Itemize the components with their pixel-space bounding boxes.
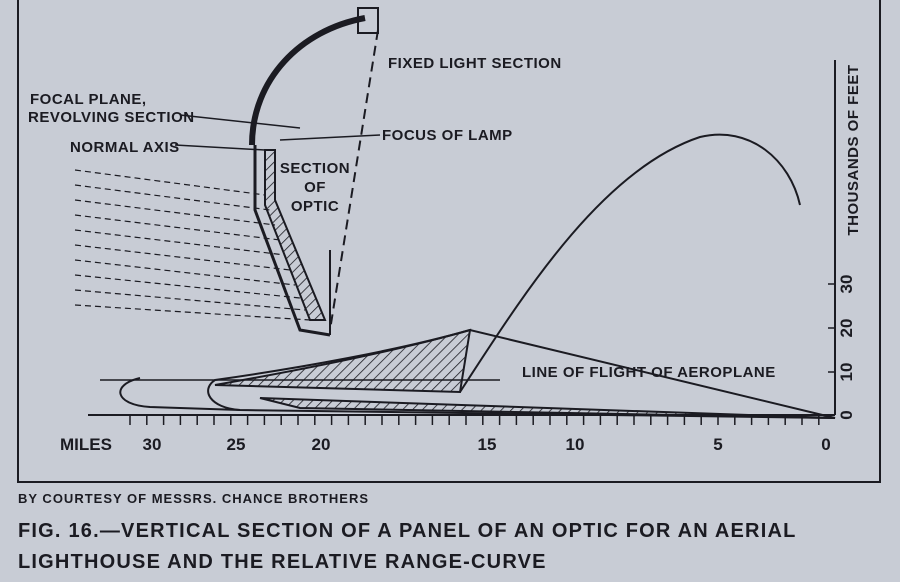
axis-ticks	[129, 283, 835, 425]
label-normal-axis: NORMAL AXIS	[70, 139, 180, 156]
label-x-axis: MILES	[60, 435, 112, 454]
label-y-axis: THOUSANDS OF FEET	[845, 64, 862, 235]
x-tick-label: 10	[566, 435, 585, 454]
x-tick-label: 30	[143, 435, 162, 454]
beams	[74, 169, 311, 321]
optic-dome	[249, 15, 366, 146]
y-tick-label: 30	[837, 275, 856, 294]
focal-line	[179, 114, 301, 129]
label-fixed-light: FIXED LIGHT SECTION	[388, 55, 562, 72]
label-section: SECTION	[280, 160, 350, 177]
prisms	[264, 149, 327, 321]
outer-envelope	[119, 377, 241, 411]
range-envelope	[207, 328, 836, 419]
hatched-base	[259, 397, 836, 419]
caption: FIG. 16.—VERTICAL SECTION OF A PANEL OF …	[18, 520, 797, 542]
optic-edge	[253, 145, 331, 337]
x-tick-label: 0	[821, 435, 830, 454]
range-curve	[459, 133, 801, 393]
normal-axis-line	[174, 144, 266, 151]
optic-axis	[329, 29, 379, 331]
lamp-cap	[357, 7, 379, 34]
label-section: OPTIC	[291, 198, 339, 215]
frame	[17, 0, 881, 483]
y-tick-label: 10	[837, 363, 856, 382]
x-tick-label: 25	[227, 435, 246, 454]
label-focal-plane: FOCAL PLANE,	[30, 91, 147, 108]
x-tick-label: 5	[713, 435, 722, 454]
label-section: OF	[304, 179, 326, 196]
figure-drawing	[17, 0, 881, 483]
caption: LIGHTHOUSE AND THE RELATIVE RANGE-CURVE	[18, 551, 547, 573]
credit: BY COURTESY OF MESSRS. CHANCE BROTHERS	[18, 491, 369, 506]
x-tick-label: 15	[478, 435, 497, 454]
label-flight: LINE OF FLIGHT OF AEROPLANE	[522, 364, 776, 381]
label-focal-plane: REVOLVING SECTION	[28, 109, 195, 126]
y-tick-label: 0	[837, 410, 856, 419]
label-focus: FOCUS OF LAMP	[382, 127, 513, 144]
x-tick-label: 20	[312, 435, 331, 454]
focus-line	[279, 134, 381, 141]
y-tick-label: 20	[837, 319, 856, 338]
